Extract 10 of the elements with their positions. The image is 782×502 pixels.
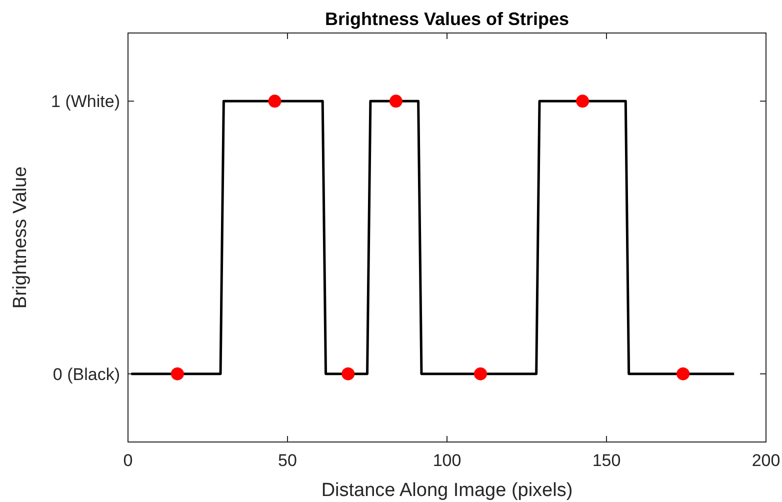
x-tick-label: 150 — [592, 451, 621, 470]
y-tick-label: 0 (Black) — [52, 364, 120, 384]
x-axis-title: Distance Along Image (pixels) — [321, 480, 573, 501]
x-tick-label: 100 — [432, 451, 462, 470]
x-tick-label: 200 — [752, 451, 780, 470]
y-axis-title: Brightness Value — [10, 166, 31, 309]
y-tick-label: 1 (White) — [51, 92, 120, 112]
x-tick-label: 0 — [123, 451, 133, 470]
x-tick-label: 50 — [278, 451, 297, 470]
chart-title: Brightness Values of Stripes — [324, 9, 570, 29]
